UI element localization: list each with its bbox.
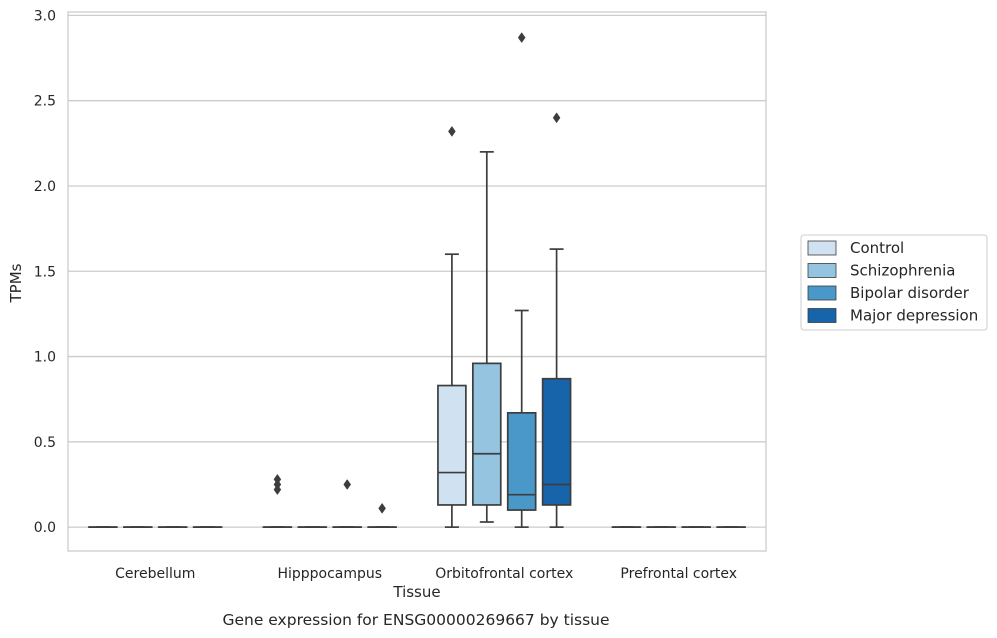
y-tick-label: 1.5 — [34, 264, 56, 280]
box — [506, 411, 537, 511]
outlier-point — [517, 32, 526, 44]
box-group — [262, 473, 293, 528]
x-tick-label: Hipppocampus — [277, 566, 382, 582]
outlier-point — [273, 473, 282, 485]
y-tick-label: 0.5 — [34, 435, 56, 451]
outlier-point — [378, 502, 386, 514]
y-tick-label: 2.5 — [34, 94, 56, 110]
series-schizophrenia — [122, 151, 677, 528]
x-axis-label: Tissue — [392, 583, 440, 601]
legend-frame — [800, 234, 988, 331]
box-group — [506, 32, 537, 528]
x-tick-label: Prefrontal cortex — [620, 566, 737, 582]
chart-caption: Gene expression for ENSG00000269667 by t… — [222, 611, 609, 629]
legend-label: Schizophrenia — [850, 262, 955, 280]
series-major-depression — [192, 112, 746, 528]
y-axis-label: TPMs — [7, 263, 25, 303]
legend-swatch — [807, 308, 837, 323]
box-group — [367, 502, 397, 528]
legend-swatch — [807, 263, 837, 278]
box — [471, 362, 502, 506]
box — [437, 384, 467, 506]
outlier-point — [448, 125, 456, 137]
y-tick-labels: 0.0 0.5 1.0 1.5 2.0 2.5 3.0 — [34, 8, 56, 536]
outlier-point — [552, 112, 561, 124]
box-group — [471, 151, 502, 523]
legend-swatch — [807, 240, 837, 256]
legend-swatch — [807, 285, 837, 301]
gridlines — [68, 14, 766, 528]
legend-label: Bipolar disorder — [850, 284, 970, 302]
series-control — [88, 125, 642, 528]
legend-label: Control — [850, 239, 904, 257]
legend: Control Schizophrenia Bipolar disorder Majo… — [800, 234, 988, 331]
box-group — [437, 125, 467, 528]
box-group — [332, 479, 363, 528]
y-tick-label: 1.0 — [34, 350, 56, 366]
box-series — [88, 32, 746, 528]
box-group — [541, 112, 572, 528]
box — [541, 377, 572, 506]
y-tick-label: 2.0 — [34, 179, 56, 195]
x-tick-label: Orbitofrontal cortex — [435, 566, 573, 582]
series-bipolar-disorder — [157, 32, 712, 528]
plot-frame — [67, 11, 767, 552]
y-tick-label: 0.0 — [34, 520, 56, 536]
x-tick-labels: Cerebellum Hipppocampus Orbitofrontal cort… — [115, 566, 737, 582]
x-tick-label: Cerebellum — [115, 566, 195, 582]
y-tick-label: 3.0 — [34, 8, 56, 24]
legend-label: Major depression — [850, 307, 978, 325]
outlier-point — [343, 479, 352, 490]
